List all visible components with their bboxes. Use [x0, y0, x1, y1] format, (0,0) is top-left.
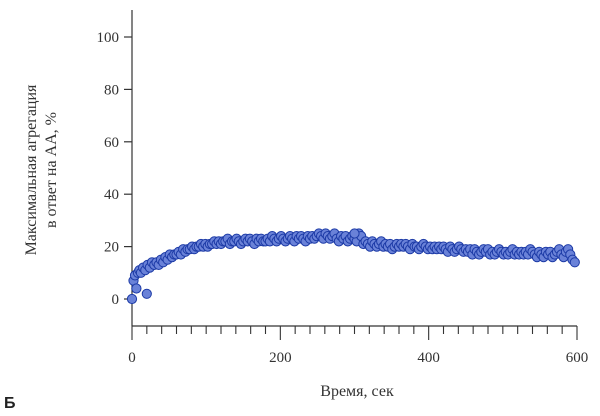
data-points [126, 228, 580, 305]
panel-label: Б [4, 395, 16, 412]
y-tick-label: 80 [104, 82, 119, 98]
x-tick-label: 400 [417, 350, 440, 366]
x-axis: 0 200 400 600 [128, 325, 589, 366]
y-axis-title-line-2: в ответ на АА, % [43, 112, 60, 228]
y-axis-title-line-1: Максимальная агрегация [23, 84, 40, 255]
y-tick-label: 0 [112, 292, 120, 308]
data-point [349, 228, 360, 239]
x-axis-title: Время, сек [320, 383, 394, 400]
x-tick-label: 200 [269, 350, 292, 366]
x-tick-label: 0 [128, 350, 136, 366]
y-tick-label: 20 [104, 240, 119, 256]
y-tick-label: 100 [97, 30, 120, 46]
y-axis: 0 20 40 60 80 100 [97, 10, 133, 326]
data-point [569, 257, 580, 268]
y-tick-label: 40 [104, 187, 119, 203]
y-tick-label: 60 [104, 135, 119, 151]
x-tick-label: 600 [566, 350, 589, 366]
data-point [126, 293, 138, 305]
data-point [131, 283, 142, 294]
data-point [141, 288, 152, 299]
